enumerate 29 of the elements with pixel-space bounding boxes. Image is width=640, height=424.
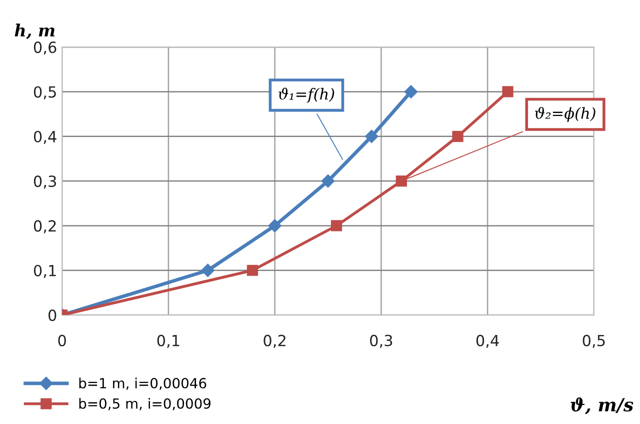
point (268, 219, 282, 232)
legend-label: b=1 m, i=0,00046 (79, 378, 206, 390)
point (330, 220, 342, 232)
y-tick-label: 0,2 (34, 220, 56, 234)
annotation: ϑ₂=ϕ(h) (535, 106, 596, 122)
x-tick-label: 0,3 (370, 334, 392, 348)
x-tick-label: 0,5 (582, 334, 605, 348)
point (502, 86, 514, 98)
point (365, 130, 378, 143)
annotation: ϑ₁=f(h) (278, 88, 334, 103)
legend-label: b=0,5 m, i=0,0009 (79, 398, 211, 410)
y-tick-label: 0,5 (34, 86, 56, 100)
point (201, 264, 214, 277)
x-axis-title: ϑ, m/s (570, 397, 634, 414)
point (404, 85, 418, 98)
y-tick-label: 0,3 (34, 176, 56, 189)
y-tick-label: 0,1 (34, 264, 56, 278)
y-axis-title: h, m (14, 24, 55, 40)
point (452, 130, 464, 142)
y-tick-label: 0,4 (34, 130, 56, 144)
y-tick-label: 0,6 (34, 42, 56, 55)
x-tick-label: 0 (58, 334, 66, 346)
point (396, 175, 407, 187)
y-tick-label: 0 (48, 309, 56, 322)
x-tick-label: 0,2 (264, 334, 286, 348)
x-tick-label: 0,4 (476, 334, 499, 348)
x-tick-label: 0,1 (157, 334, 180, 348)
point (321, 174, 335, 188)
point (246, 264, 258, 276)
